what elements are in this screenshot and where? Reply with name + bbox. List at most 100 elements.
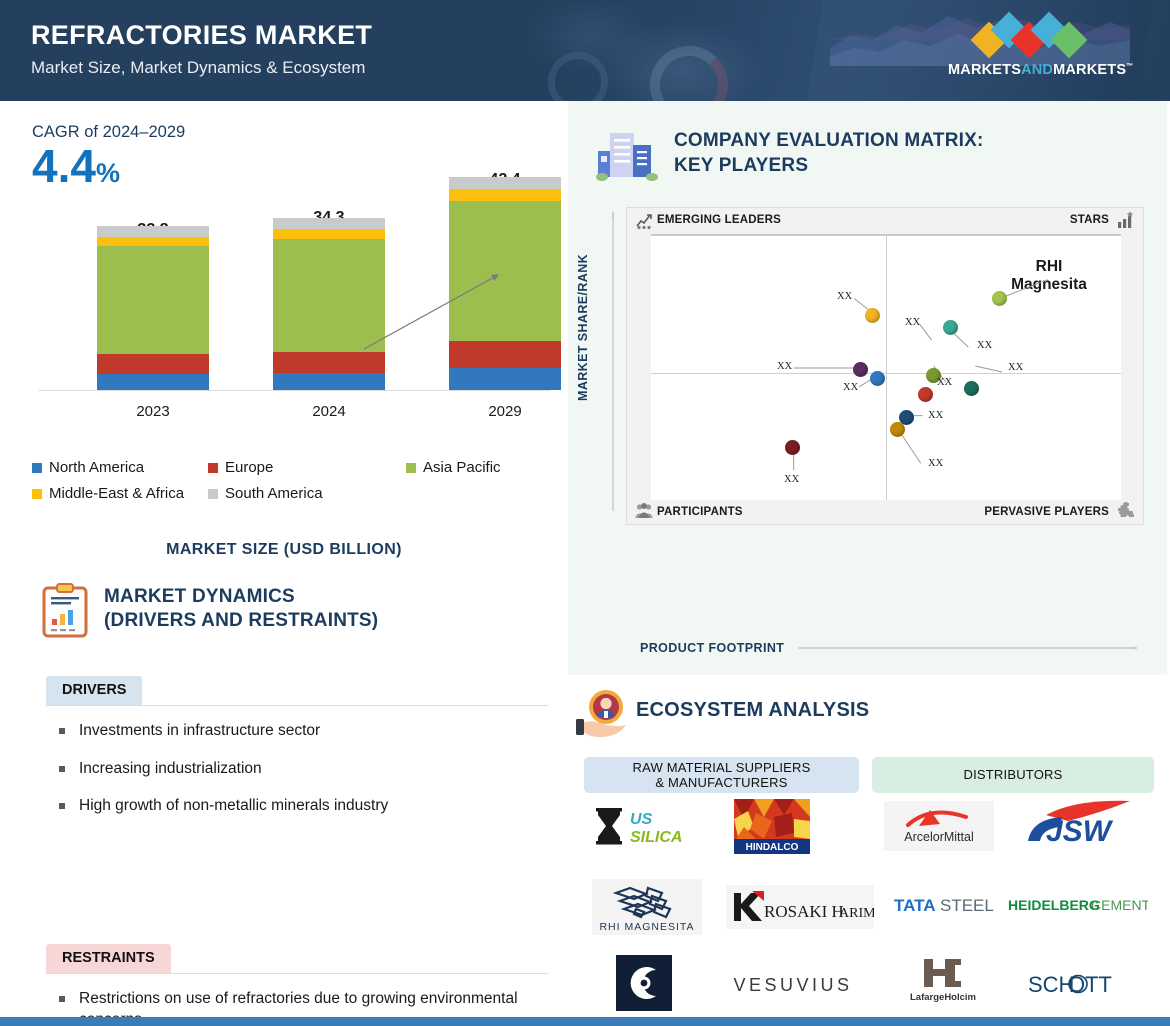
restraints-divider (46, 973, 548, 974)
svg-text:ArcelorMittal: ArcelorMittal (904, 830, 973, 844)
logo-word-markets-b: MARKETS (1053, 62, 1127, 78)
ecosystem-category-distributors: DISTRIBUTORS (872, 757, 1154, 793)
bar-segment-north-america (97, 374, 209, 390)
cagr-percent-sign: % (95, 158, 120, 188)
company-logo-corning[interactable] (616, 955, 672, 1011)
legend-label-europe: Europe (225, 459, 274, 476)
matrix-point-rhi-magnesita[interactable] (992, 291, 1007, 306)
matrix-leader-lines (793, 279, 1048, 471)
tata-steel-logo-icon: TATA STEEL (894, 896, 994, 915)
matrix-header-row: EMERGING LEADERS STARS (627, 208, 1143, 234)
logo-wordmark: MARKETSANDMARKETS™ (948, 62, 1133, 78)
legend-item-south-america[interactable]: South America (208, 485, 323, 502)
company-logo-lafargeholcim[interactable]: LafargeHolcim (898, 957, 988, 1007)
company-logo-vesuvius[interactable]: VESUVIUS (718, 969, 868, 999)
puzzle-piece-icon (1118, 502, 1134, 517)
matrix-point-label: XX (928, 458, 944, 469)
heidelbergcement-logo-icon: HEIDELBERG CEMENT (1008, 897, 1148, 913)
matrix-point[interactable] (853, 362, 868, 377)
matrix-y-axis-label: MARKET SHARE/RANK (576, 253, 590, 401)
matrix-footer-row: PARTICIPANTS PERVASIVE PLAYERS (627, 498, 1143, 524)
schott-logo-icon: SCH OTT (1028, 972, 1112, 997)
quadrant-label-stars: STARS (1069, 214, 1109, 226)
list-item: Investments in infrastructure sector (57, 721, 552, 742)
right-panel: COMPANY EVALUATION MATRIX: KEY PLAYERS M… (568, 101, 1170, 1011)
page-right-edge (1167, 101, 1170, 1017)
legend-row-1: North America Europe Asia Pacific (32, 459, 537, 476)
svg-text:CEMENT: CEMENT (1091, 897, 1148, 913)
legend-item-middle-east-africa[interactable]: Middle-East & Africa (32, 485, 208, 502)
matrix-point[interactable] (918, 387, 933, 402)
corning-logo-icon (616, 955, 672, 1011)
svg-text:ROSAKI H: ROSAKI H (764, 902, 844, 921)
matrix-point-label: XX (777, 361, 793, 372)
y-axis-arrow (612, 211, 614, 511)
company-logo-krosaki-harima[interactable]: ROSAKI H ARIMA (726, 885, 874, 929)
cagr-label: CAGR of 2024–2029 (32, 123, 186, 141)
left-panel: CAGR of 2024–2029 4.4% 32.8 34.3 42.4 (0, 101, 568, 1026)
matrix-highlight-line2: Magnesita (1011, 275, 1087, 293)
ecosystem-category-dist-line1: DISTRIBUTORS (963, 767, 1063, 783)
logo-trademark: ™ (1126, 63, 1134, 71)
company-logo-arcelormittal[interactable]: ArcelorMittal (884, 801, 994, 851)
emerging-leaders-icon (636, 214, 652, 230)
bar-segment-middle-east-africa (449, 189, 561, 201)
matrix-point-label: XX (784, 474, 800, 485)
marketsandmarkets-logo[interactable]: MARKETSANDMARKETS™ (948, 11, 1133, 86)
bar-segment-south-america (273, 218, 385, 229)
matrix-highlight-line1: RHI (1035, 258, 1063, 275)
restraints-tab[interactable]: RESTRAINTS (46, 944, 171, 973)
svg-text:JSW: JSW (1046, 815, 1114, 848)
matrix-point[interactable] (926, 368, 941, 383)
bar-2029[interactable] (449, 177, 561, 390)
bar-segment-europe (449, 341, 561, 368)
bar-xlabel-2029: 2029 (488, 403, 522, 420)
legend-label-south-america: South America (225, 485, 323, 502)
matrix-point-label: XX (837, 291, 853, 302)
bar-segment-north-america (449, 368, 561, 390)
legend-item-asia-pacific[interactable]: Asia Pacific (406, 459, 501, 476)
bar-segment-south-america (97, 226, 209, 237)
svg-text:STEEL: STEEL (940, 896, 994, 915)
company-logo-tata-steel[interactable]: TATA STEEL (894, 891, 1004, 919)
company-logo-jsw[interactable]: JSW (1022, 799, 1142, 849)
matrix-point-label: XX (977, 340, 993, 351)
legend-label-north-america: North America (49, 459, 145, 476)
matrix-title-line2: KEY PLAYERS (674, 154, 809, 176)
matrix-point[interactable] (943, 320, 958, 335)
matrix-plot-container: EMERGING LEADERS STARS RHI Magnesita (626, 207, 1144, 525)
ecosystem-category-raw-line1: RAW MATERIAL SUPPLIERS (632, 759, 811, 775)
matrix-point[interactable] (865, 308, 880, 323)
drivers-tab[interactable]: DRIVERS (46, 676, 143, 705)
svg-text:VESUVIUS: VESUVIUS (733, 975, 852, 995)
matrix-point[interactable] (964, 381, 979, 396)
matrix-highlight-label: RHI Magnesita (989, 258, 1109, 294)
page-title: REFRACTORIES MARKET (31, 20, 373, 50)
bar-2024[interactable] (273, 218, 385, 390)
matrix-point[interactable] (899, 410, 914, 425)
svg-text:HEIDELBERG: HEIDELBERG (1008, 897, 1100, 913)
matrix-point[interactable] (785, 440, 800, 455)
company-logo-us-silica[interactable]: US SILICA (592, 805, 702, 851)
legend-item-europe[interactable]: Europe (208, 459, 406, 476)
company-logo-schott[interactable]: SCH OTT (1028, 967, 1138, 1001)
buildings-icon (596, 133, 658, 181)
legend-item-north-america[interactable]: North America (32, 459, 208, 476)
company-logo-heidelbergcement[interactable]: HEIDELBERG CEMENT (1008, 891, 1148, 919)
matrix-point[interactable] (890, 422, 905, 437)
legend-swatch-middle-east-africa (32, 488, 42, 499)
legend-label-middle-east-africa: Middle-East & Africa (49, 485, 185, 502)
company-logo-rhi-magnesita[interactable]: RHI MAGNESITA (592, 879, 702, 935)
quadrant-label-participants: PARTICIPANTS (657, 506, 743, 518)
matrix-point-label: XX (937, 377, 953, 388)
svg-text:HINDALCO: HINDALCO (746, 842, 799, 853)
hindalco-logo-icon: HINDALCO (734, 799, 810, 854)
cagr-value: 4.4% (32, 143, 120, 189)
company-logo-hindalco[interactable]: HINDALCO (734, 799, 810, 855)
market-dynamics-title-line1: MARKET DYNAMICS (104, 586, 295, 607)
matrix-point[interactable] (870, 371, 885, 386)
bar-segment-asia-pacific (273, 239, 385, 352)
bar-2023[interactable] (97, 226, 209, 390)
matrix-point-label: XX (928, 410, 944, 421)
